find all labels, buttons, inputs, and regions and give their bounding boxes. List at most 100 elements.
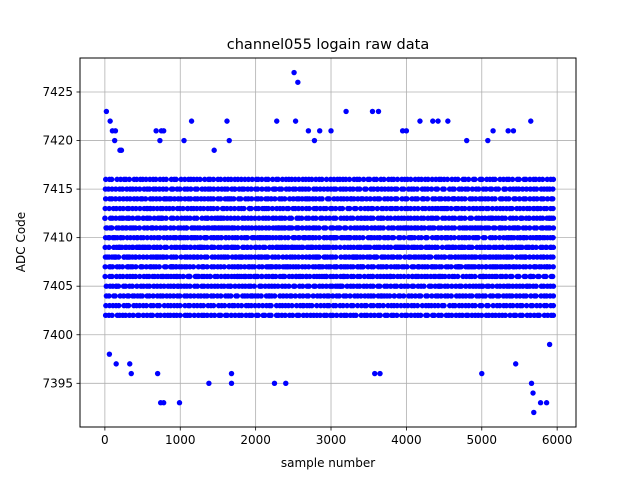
data-point-outlier bbox=[128, 370, 134, 377]
data-point bbox=[479, 302, 485, 309]
data-point bbox=[144, 234, 150, 241]
data-point bbox=[187, 283, 193, 289]
data-point bbox=[346, 254, 352, 260]
data-point bbox=[102, 205, 108, 212]
data-point bbox=[344, 196, 350, 202]
data-point bbox=[211, 244, 217, 251]
data-point bbox=[506, 196, 512, 202]
data-point bbox=[347, 234, 353, 241]
data-point bbox=[289, 302, 295, 309]
data-point bbox=[144, 254, 150, 260]
data-point bbox=[228, 215, 234, 221]
data-point bbox=[358, 205, 364, 212]
data-point bbox=[509, 176, 516, 183]
data-point bbox=[533, 244, 539, 251]
data-point bbox=[445, 196, 452, 202]
data-point bbox=[523, 264, 529, 270]
data-point bbox=[414, 302, 421, 309]
data-point bbox=[374, 254, 380, 260]
data-point bbox=[492, 225, 498, 231]
data-point bbox=[339, 283, 346, 289]
data-point bbox=[272, 186, 279, 192]
data-point bbox=[120, 205, 126, 212]
data-point bbox=[249, 176, 255, 183]
data-point bbox=[268, 312, 274, 319]
y-axis-label: ADC Code bbox=[14, 212, 28, 272]
data-point bbox=[177, 186, 183, 192]
data-point bbox=[324, 234, 330, 241]
data-point bbox=[482, 244, 488, 251]
data-point bbox=[259, 205, 266, 212]
data-point bbox=[127, 196, 133, 202]
data-point bbox=[286, 196, 293, 202]
data-point bbox=[266, 273, 272, 280]
data-point bbox=[360, 254, 366, 260]
data-point bbox=[305, 293, 312, 299]
data-point bbox=[187, 312, 193, 319]
data-point bbox=[496, 293, 502, 299]
data-point bbox=[404, 312, 410, 319]
data-point bbox=[307, 273, 313, 280]
data-point bbox=[282, 196, 288, 202]
data-point bbox=[367, 196, 373, 202]
data-point bbox=[510, 283, 516, 289]
data-point bbox=[540, 234, 546, 241]
data-point bbox=[463, 293, 469, 299]
data-point-outlier bbox=[505, 128, 511, 134]
data-point bbox=[398, 205, 405, 212]
data-point bbox=[485, 196, 491, 202]
data-point bbox=[418, 176, 425, 183]
data-point bbox=[326, 215, 333, 221]
data-point bbox=[316, 273, 323, 280]
data-point-outlier bbox=[528, 380, 535, 387]
data-point bbox=[115, 254, 122, 260]
data-point bbox=[435, 273, 442, 280]
data-point bbox=[302, 196, 309, 202]
data-point bbox=[326, 302, 332, 309]
data-point bbox=[428, 273, 434, 280]
data-point bbox=[517, 293, 523, 299]
data-point bbox=[147, 215, 153, 221]
data-point bbox=[393, 283, 400, 289]
data-point bbox=[428, 215, 434, 221]
data-point bbox=[472, 225, 478, 231]
data-point-outlier bbox=[153, 128, 159, 134]
data-point bbox=[140, 244, 146, 251]
data-point bbox=[527, 225, 533, 231]
y-tick-label: 7415 bbox=[42, 182, 73, 196]
data-point bbox=[546, 264, 553, 270]
data-point bbox=[184, 225, 190, 231]
data-point bbox=[129, 215, 136, 221]
data-point bbox=[259, 225, 265, 231]
data-point bbox=[120, 293, 127, 299]
data-point bbox=[412, 293, 419, 299]
data-point bbox=[133, 186, 139, 192]
data-point bbox=[428, 186, 435, 192]
data-point bbox=[334, 234, 340, 241]
data-point bbox=[194, 196, 201, 202]
data-point bbox=[163, 225, 169, 231]
x-tick-label: 3000 bbox=[316, 433, 347, 447]
data-point bbox=[438, 264, 445, 270]
data-point bbox=[326, 196, 332, 202]
data-point bbox=[394, 244, 400, 251]
data-point bbox=[204, 293, 210, 299]
data-point bbox=[350, 186, 356, 192]
data-point bbox=[462, 205, 468, 212]
data-point bbox=[231, 205, 238, 212]
data-point bbox=[489, 215, 495, 221]
data-point bbox=[421, 196, 427, 202]
data-point bbox=[490, 302, 496, 309]
data-point bbox=[414, 215, 421, 221]
data-point bbox=[550, 225, 557, 231]
data-point bbox=[204, 312, 210, 319]
data-point bbox=[380, 225, 387, 231]
data-point bbox=[235, 215, 241, 221]
data-point bbox=[374, 205, 380, 212]
data-point bbox=[249, 225, 255, 231]
data-point bbox=[432, 283, 438, 289]
data-point bbox=[119, 264, 126, 270]
data-point bbox=[323, 283, 330, 289]
data-point bbox=[232, 283, 238, 289]
data-point bbox=[351, 196, 357, 202]
